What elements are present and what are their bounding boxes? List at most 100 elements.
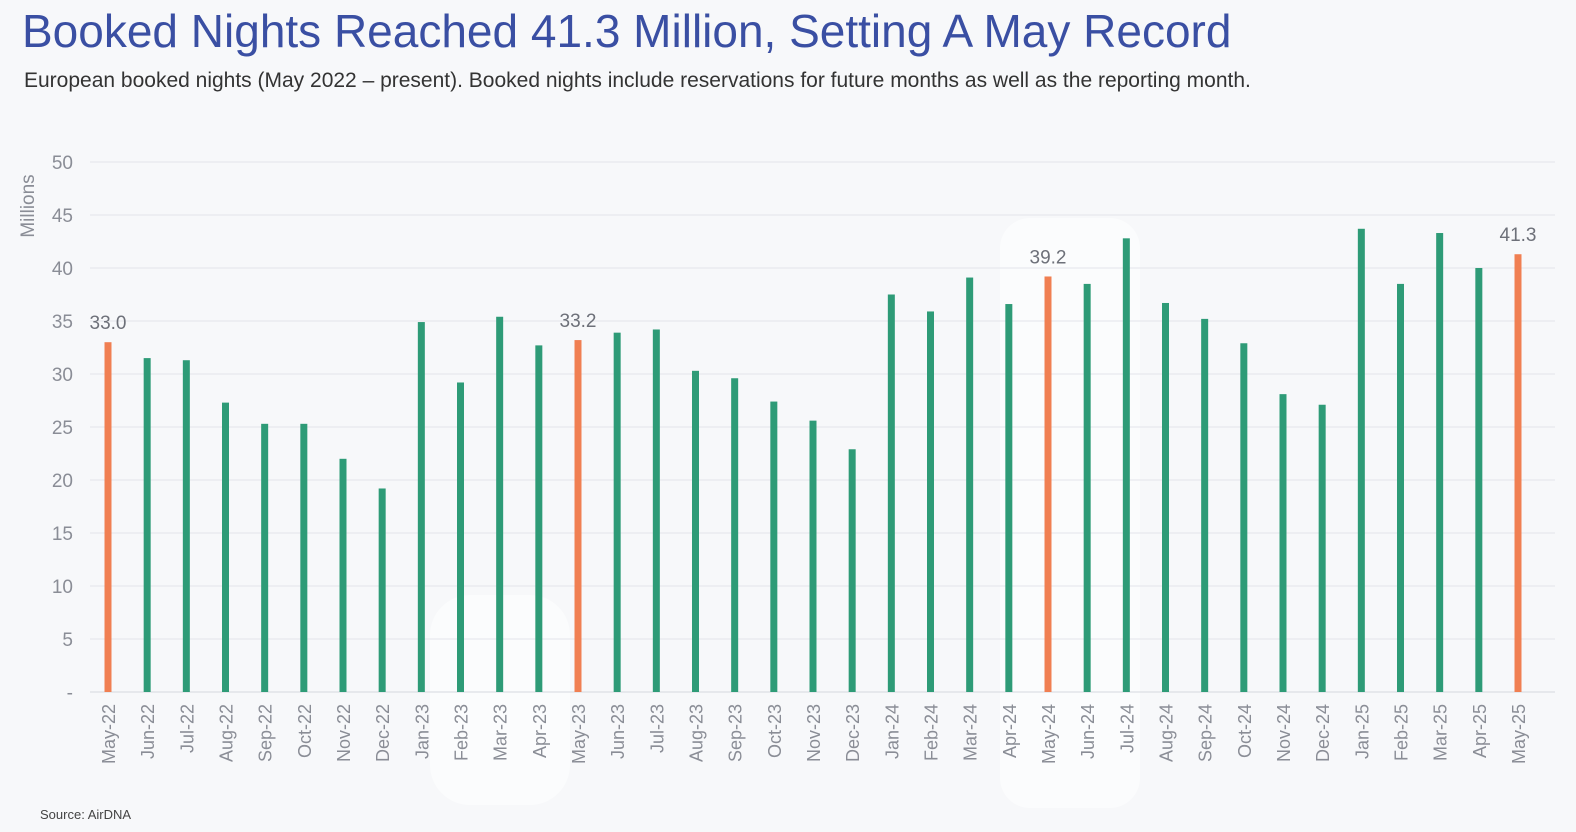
bar-apr-24 [1005, 304, 1013, 692]
x-tick-label: Apr-25 [1470, 704, 1490, 758]
bar-sep-22 [261, 423, 269, 692]
bar-feb-25 [1397, 283, 1404, 692]
y-tick-label: 50 [52, 153, 73, 174]
x-tick-label: Jul-24 [1117, 704, 1137, 753]
x-tick-label: Oct-23 [765, 704, 785, 758]
x-tick-label: Dec-23 [843, 704, 863, 762]
x-tick-label: Feb-25 [1392, 704, 1412, 761]
page-title: Booked Nights Reached 41.3 Million, Sett… [22, 5, 1232, 57]
bar-jan-23 [417, 322, 425, 692]
bar-jul-23 [652, 329, 660, 692]
bar-may-22 [104, 342, 112, 692]
x-tick-label: May-24 [1039, 704, 1059, 764]
watermark-shape [1000, 218, 1140, 808]
bar-sep-23 [731, 378, 739, 692]
x-tick-label: May-25 [1509, 704, 1529, 764]
bar-mar-23 [496, 316, 504, 692]
bar-feb-23 [457, 382, 464, 692]
x-tick-label: Mar-23 [491, 704, 511, 761]
x-tick-label: Oct-24 [1235, 704, 1255, 758]
bar-oct-22 [300, 423, 308, 692]
bar-aug-22 [222, 402, 229, 692]
x-tick-label: Aug-22 [217, 704, 237, 762]
bar-jul-24 [1122, 238, 1130, 692]
x-tick-label: Nov-22 [334, 704, 354, 762]
x-tick-label: Feb-23 [452, 704, 472, 761]
bar-jun-24 [1083, 283, 1091, 692]
x-tick-label: Jul-22 [177, 704, 197, 753]
x-tick-label: May-23 [569, 704, 589, 764]
y-tick-label: 10 [52, 577, 73, 598]
x-tick-label: May-22 [99, 704, 119, 764]
bar-nov-22 [339, 458, 347, 692]
x-tick-label: Mar-24 [961, 704, 981, 761]
x-tick-label: Aug-24 [1157, 704, 1177, 762]
x-tick-label: Jan-23 [412, 704, 432, 759]
y-tick-label: 25 [52, 418, 73, 439]
data-label-may-22: 33.0 [90, 313, 127, 334]
x-tick-label: Dec-24 [1313, 704, 1333, 762]
x-axis-ticks: May-22 Jun-22 Jul-22 Aug-22 Sep-22 Oct-22 Nov-… [99, 704, 1529, 764]
bar-jun-23 [613, 332, 621, 692]
y-tick-label: 30 [52, 365, 73, 386]
x-tick-label: Apr-23 [530, 704, 550, 758]
y-tick-label: 45 [52, 206, 73, 227]
page-subtitle: European booked nights (May 2022 – prese… [24, 69, 1251, 92]
x-tick-label: Feb-24 [922, 704, 942, 761]
y-axis-label: Millions [18, 174, 39, 237]
x-tick-label: Jul-23 [647, 704, 667, 753]
bar-may-23 [574, 340, 582, 692]
data-label-may-25: 41.3 [1500, 225, 1537, 246]
x-tick-label: Jun-22 [138, 704, 158, 759]
x-tick-label: Mar-25 [1431, 704, 1451, 761]
bars [104, 228, 1522, 692]
y-tick-label: - [67, 683, 73, 704]
x-tick-label: Apr-24 [1000, 704, 1020, 758]
bar-nov-24 [1279, 394, 1287, 692]
x-tick-label: Aug-23 [687, 704, 707, 762]
bar-apr-23 [535, 345, 543, 692]
y-tick-label: 5 [62, 630, 73, 651]
data-label-may-23: 33.2 [560, 311, 597, 332]
x-tick-label: Jan-25 [1352, 704, 1372, 759]
x-tick-label: Jun-23 [608, 704, 628, 759]
grid-layer [90, 161, 1555, 693]
bar-jun-22 [143, 358, 151, 692]
bar-dec-23 [848, 449, 856, 692]
bar-aug-24 [1162, 302, 1169, 692]
x-tick-label: Nov-24 [1274, 704, 1294, 762]
x-tick-label: Jun-24 [1078, 704, 1098, 759]
x-tick-label: Jan-24 [882, 704, 902, 759]
bar-oct-23 [770, 401, 778, 692]
bar-oct-24 [1240, 343, 1248, 692]
bar-apr-25 [1475, 268, 1483, 692]
y-tick-label: 15 [52, 524, 73, 545]
bar-jul-22 [182, 360, 190, 692]
y-tick-label: 35 [52, 312, 73, 333]
bar-dec-22 [378, 488, 386, 692]
bar-aug-23 [692, 370, 699, 692]
bar-may-24 [1044, 276, 1052, 692]
bar-dec-24 [1318, 404, 1326, 692]
data-labels: 33.0 33.2 39.2 41.3 [90, 225, 1537, 334]
x-tick-label: Oct-22 [295, 704, 315, 758]
bar-mar-24 [966, 277, 974, 692]
bar-chart: - 5 10 15 20 25 30 35 40 45 50 Millions 33.0 33.2 39… [18, 153, 1555, 764]
bar-mar-25 [1436, 233, 1444, 692]
bar-feb-24 [927, 311, 934, 692]
bar-sep-24 [1201, 318, 1209, 692]
data-label-may-24: 39.2 [1030, 247, 1067, 268]
x-tick-label: Dec-22 [373, 704, 393, 762]
x-tick-label: Nov-23 [804, 704, 824, 762]
bar-jan-24 [887, 294, 895, 692]
y-tick-label: 40 [52, 259, 73, 280]
x-tick-label: Sep-22 [256, 704, 276, 762]
x-tick-label: Sep-23 [726, 704, 746, 762]
x-tick-label: Sep-24 [1196, 704, 1216, 762]
bar-may-25 [1514, 254, 1522, 692]
bar-jan-25 [1357, 228, 1365, 692]
source-note: Source: AirDNA [40, 807, 132, 822]
y-tick-label: 20 [52, 471, 73, 492]
y-axis-ticks: - 5 10 15 20 25 30 35 40 45 50 [52, 153, 73, 704]
bar-nov-23 [809, 420, 817, 692]
